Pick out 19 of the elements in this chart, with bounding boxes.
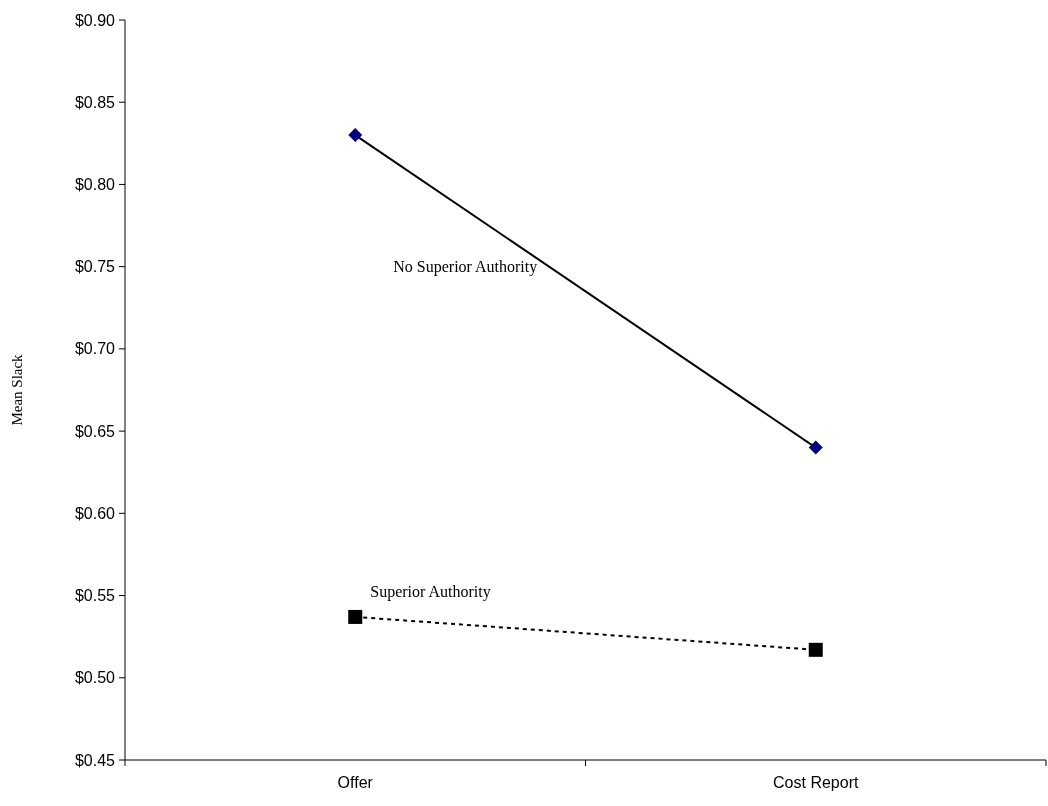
y-tick-label: $0.55 [74, 587, 116, 605]
y-axis-title: Mean Slack [9, 353, 25, 426]
series-label: Superior Authority [370, 582, 491, 601]
y-tick-label: $0.75 [74, 258, 116, 276]
point [808, 642, 823, 657]
series-label: No Superior Authority [393, 257, 538, 276]
y-tick-label: $0.45 [74, 751, 116, 769]
y-tick-label: $0.50 [74, 669, 116, 687]
y-tick-label: $0.60 [74, 504, 116, 522]
point [348, 609, 363, 624]
y-tick-label: $0.80 [74, 176, 116, 194]
point [808, 440, 823, 455]
x-tick-label: Offer [337, 774, 374, 791]
y-tick-label: $0.85 [74, 93, 116, 111]
point [348, 128, 363, 143]
y-tick-label: $0.90 [74, 11, 116, 29]
y-tick-label: $0.65 [74, 422, 116, 440]
y-tick-label: $0.70 [74, 340, 116, 358]
x-tick-label: Cost Report [773, 774, 859, 791]
